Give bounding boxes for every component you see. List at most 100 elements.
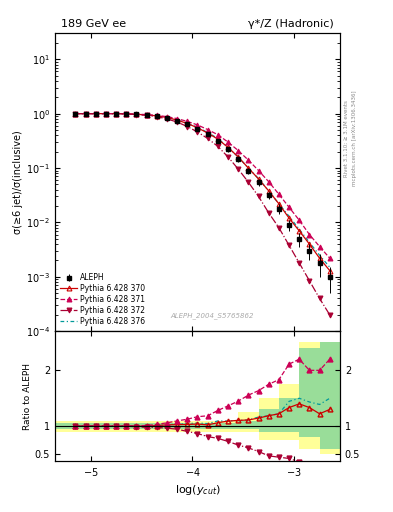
Pythia 6.428 372 — [226, 154, 230, 160]
Pythia 6.428 376 — [94, 111, 98, 117]
Pythia 6.428 370 — [246, 165, 251, 171]
Pythia 6.428 372 — [307, 278, 312, 284]
Pythia 6.428 372 — [317, 295, 322, 302]
Pythia 6.428 370 — [175, 117, 180, 123]
Y-axis label: σ(≥6 jet)/σ(inclusive): σ(≥6 jet)/σ(inclusive) — [13, 131, 23, 234]
Pythia 6.428 371 — [226, 139, 230, 145]
Pythia 6.428 371 — [277, 191, 281, 197]
Pythia 6.428 371 — [287, 204, 292, 210]
Pythia 6.428 370 — [266, 188, 271, 194]
Pythia 6.428 371 — [246, 157, 251, 163]
Pythia 6.428 376 — [175, 117, 180, 123]
Pythia 6.428 370 — [327, 268, 332, 274]
Pythia 6.428 372 — [124, 111, 129, 117]
Pythia 6.428 376 — [266, 188, 271, 194]
Pythia 6.428 371 — [144, 112, 149, 118]
Text: γ*/Z (Hadronic): γ*/Z (Hadronic) — [248, 19, 334, 29]
Pythia 6.428 371 — [114, 111, 118, 117]
Pythia 6.428 372 — [287, 242, 292, 248]
Pythia 6.428 372 — [175, 119, 180, 125]
Line: Pythia 6.428 372: Pythia 6.428 372 — [73, 111, 332, 317]
Pythia 6.428 370 — [73, 111, 78, 117]
Text: 189 GeV ee: 189 GeV ee — [61, 19, 126, 29]
Pythia 6.428 372 — [114, 111, 118, 117]
Pythia 6.428 370 — [94, 111, 98, 117]
Pythia 6.428 372 — [103, 111, 108, 117]
Pythia 6.428 372 — [256, 194, 261, 200]
Y-axis label: Ratio to ALEPH: Ratio to ALEPH — [23, 362, 32, 430]
Pythia 6.428 376 — [236, 154, 241, 160]
Pythia 6.428 376 — [195, 124, 200, 131]
Pythia 6.428 376 — [73, 111, 78, 117]
Pythia 6.428 371 — [236, 147, 241, 154]
Text: ALEPH_2004_S5765862: ALEPH_2004_S5765862 — [170, 313, 253, 319]
Pythia 6.428 370 — [297, 228, 301, 234]
Pythia 6.428 370 — [144, 112, 149, 118]
Text: Rivet 3.1.10; ≥ 3.1M events: Rivet 3.1.10; ≥ 3.1M events — [344, 100, 349, 177]
Pythia 6.428 370 — [307, 241, 312, 247]
Pythia 6.428 370 — [226, 144, 230, 151]
Pythia 6.428 376 — [256, 176, 261, 182]
Pythia 6.428 371 — [103, 111, 108, 117]
Line: Pythia 6.428 376: Pythia 6.428 376 — [75, 114, 330, 267]
Pythia 6.428 376 — [154, 113, 159, 119]
Pythia 6.428 370 — [287, 215, 292, 221]
Pythia 6.428 376 — [246, 165, 251, 171]
Pythia 6.428 376 — [185, 120, 190, 126]
Pythia 6.428 371 — [327, 255, 332, 261]
Pythia 6.428 376 — [297, 226, 301, 232]
Pythia 6.428 370 — [236, 154, 241, 160]
Pythia 6.428 376 — [134, 111, 139, 117]
Legend: ALEPH, Pythia 6.428 370, Pythia 6.428 371, Pythia 6.428 372, Pythia 6.428 376: ALEPH, Pythia 6.428 370, Pythia 6.428 37… — [59, 272, 147, 328]
Pythia 6.428 370 — [114, 111, 118, 117]
Pythia 6.428 376 — [165, 114, 169, 120]
Pythia 6.428 376 — [124, 111, 129, 117]
Pythia 6.428 376 — [287, 213, 292, 219]
Pythia 6.428 372 — [297, 260, 301, 266]
Pythia 6.428 370 — [215, 136, 220, 142]
Pythia 6.428 371 — [94, 111, 98, 117]
Pythia 6.428 371 — [317, 244, 322, 250]
Line: Pythia 6.428 371: Pythia 6.428 371 — [73, 111, 332, 261]
Pythia 6.428 370 — [277, 201, 281, 207]
Pythia 6.428 372 — [195, 129, 200, 135]
Pythia 6.428 371 — [297, 217, 301, 223]
Pythia 6.428 371 — [185, 118, 190, 124]
Pythia 6.428 376 — [83, 111, 88, 117]
Pythia 6.428 372 — [83, 111, 88, 117]
Pythia 6.428 370 — [195, 125, 200, 131]
Pythia 6.428 376 — [317, 252, 322, 258]
Pythia 6.428 372 — [144, 112, 149, 118]
Pythia 6.428 376 — [205, 130, 210, 136]
Pythia 6.428 372 — [205, 135, 210, 141]
Pythia 6.428 376 — [144, 112, 149, 118]
Pythia 6.428 371 — [256, 167, 261, 174]
Pythia 6.428 371 — [307, 231, 312, 238]
Pythia 6.428 376 — [215, 135, 220, 141]
Pythia 6.428 372 — [215, 143, 220, 150]
X-axis label: log($y_{cut}$): log($y_{cut}$) — [174, 483, 220, 497]
Pythia 6.428 371 — [175, 116, 180, 122]
Pythia 6.428 372 — [277, 225, 281, 231]
Pythia 6.428 371 — [83, 111, 88, 117]
Pythia 6.428 376 — [114, 111, 118, 117]
Pythia 6.428 370 — [154, 113, 159, 119]
Pythia 6.428 371 — [134, 111, 139, 117]
Pythia 6.428 370 — [103, 111, 108, 117]
Pythia 6.428 372 — [246, 179, 251, 185]
Pythia 6.428 371 — [165, 114, 169, 120]
Pythia 6.428 371 — [154, 112, 159, 118]
Pythia 6.428 372 — [185, 123, 190, 130]
Pythia 6.428 370 — [134, 111, 139, 117]
Pythia 6.428 376 — [307, 239, 312, 245]
Pythia 6.428 370 — [165, 114, 169, 120]
Pythia 6.428 371 — [124, 111, 129, 117]
Pythia 6.428 370 — [83, 111, 88, 117]
Pythia 6.428 371 — [73, 111, 78, 117]
Pythia 6.428 372 — [236, 166, 241, 172]
Pythia 6.428 371 — [205, 126, 210, 133]
Pythia 6.428 371 — [195, 122, 200, 128]
Pythia 6.428 376 — [277, 201, 281, 207]
Pythia 6.428 372 — [327, 312, 332, 318]
Pythia 6.428 370 — [317, 255, 322, 261]
